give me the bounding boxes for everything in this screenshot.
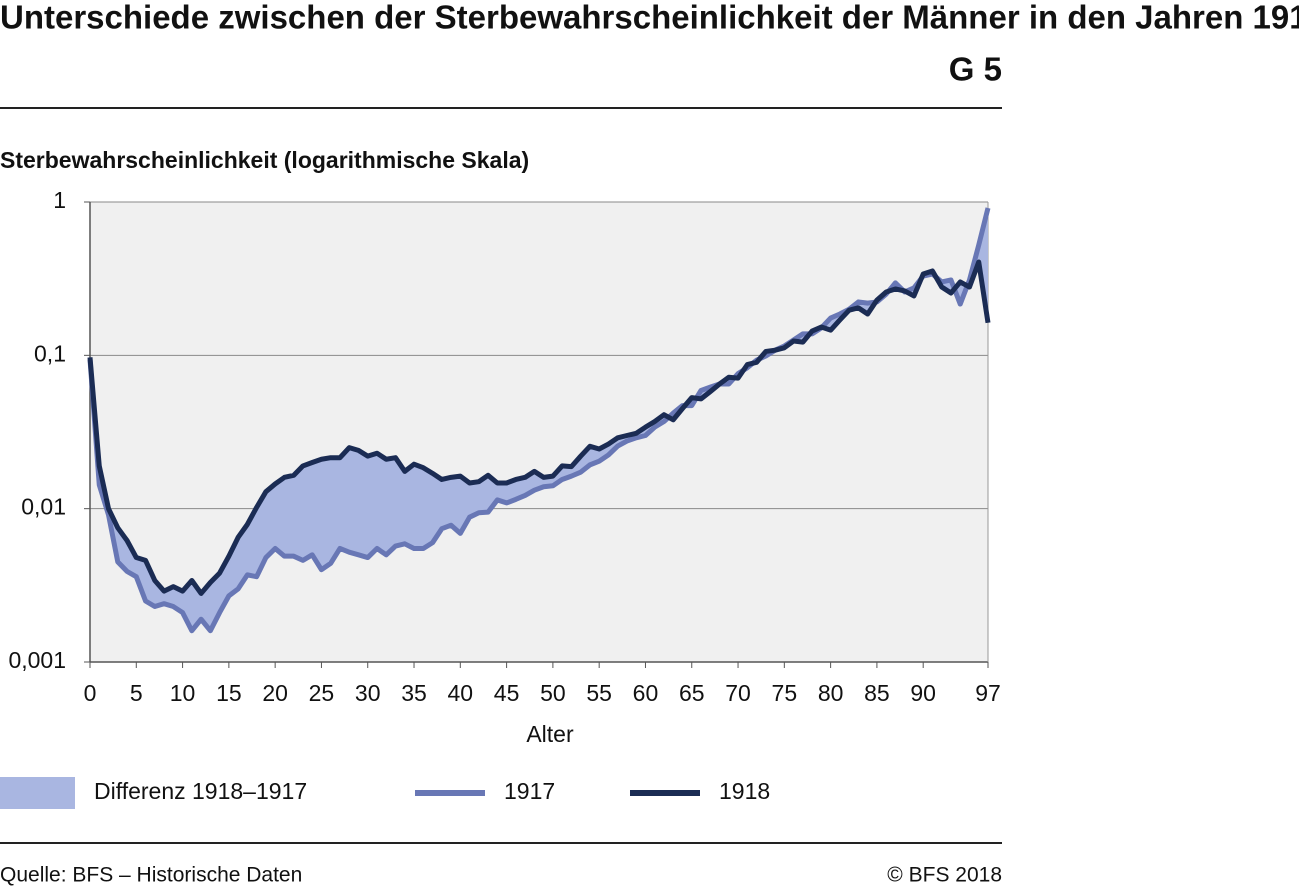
difference-area [90,207,988,631]
x-tick-label: 20 [262,680,288,706]
x-tick-label: 90 [910,680,936,706]
x-tick-label: 85 [864,680,890,706]
x-tick-label: 65 [679,680,705,706]
y-tick-label: 0,1 [34,340,66,366]
x-tick-label: 80 [818,680,844,706]
y-axis-label: Sterbewahrscheinlichkeit (logarithmische… [0,147,529,173]
source: Quelle: BFS – Historische Daten [0,864,302,887]
x-tick-label: 35 [401,680,427,706]
x-tick-label: 97 [975,680,1001,706]
x-tick-label: 25 [309,680,335,706]
x-tick-label: 45 [494,680,520,706]
x-tick-label: 70 [725,680,751,706]
legend-label: 1918 [719,778,770,804]
x-tick-label: 75 [772,680,798,706]
y-tick-label: 1 [53,187,66,213]
legend-label: 1917 [504,778,555,804]
x-tick-label: 40 [448,680,474,706]
x-tick-label: 30 [355,680,381,706]
x-tick-label: 5 [130,680,143,706]
y-tick-label: 0,01 [21,494,66,520]
x-tick-label: 10 [170,680,196,706]
x-axis-label: Alter [526,721,574,747]
legend-label: Differenz 1918–1917 [94,778,307,804]
copyright: © BFS 2018 [887,864,1002,887]
y-tick-label: 0,001 [8,647,66,673]
x-tick-label: 60 [633,680,659,706]
line-1917 [87,207,991,634]
chart-number: G 5 [949,51,1002,88]
x-tick-label: 15 [216,680,242,706]
chart-title: Unterschiede zwischen der Sterbewahrsche… [0,0,1299,36]
x-tick-label: 50 [540,680,566,706]
x-tick-label: 55 [586,680,612,706]
line-1918 [87,259,991,596]
legend-swatch [0,777,75,809]
x-tick-label: 0 [84,680,97,706]
